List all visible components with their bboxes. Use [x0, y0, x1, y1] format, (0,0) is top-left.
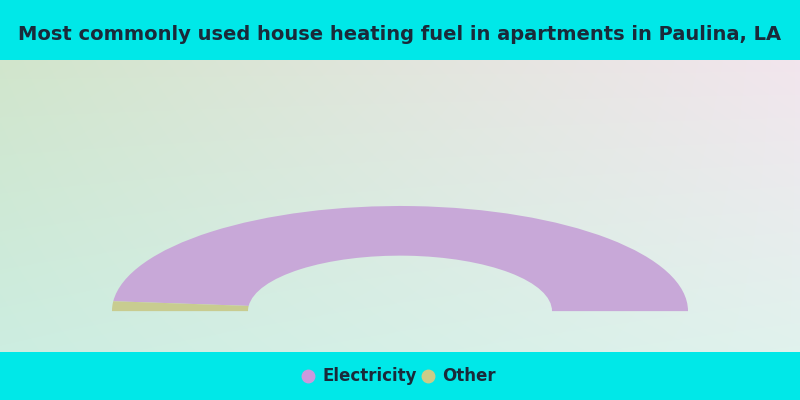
Text: Most commonly used house heating fuel in apartments in Paulina, LA: Most commonly used house heating fuel in… [18, 24, 782, 44]
Wedge shape [112, 301, 249, 311]
Wedge shape [114, 206, 688, 311]
Text: Electricity: Electricity [322, 367, 417, 385]
Text: Other: Other [442, 367, 496, 385]
